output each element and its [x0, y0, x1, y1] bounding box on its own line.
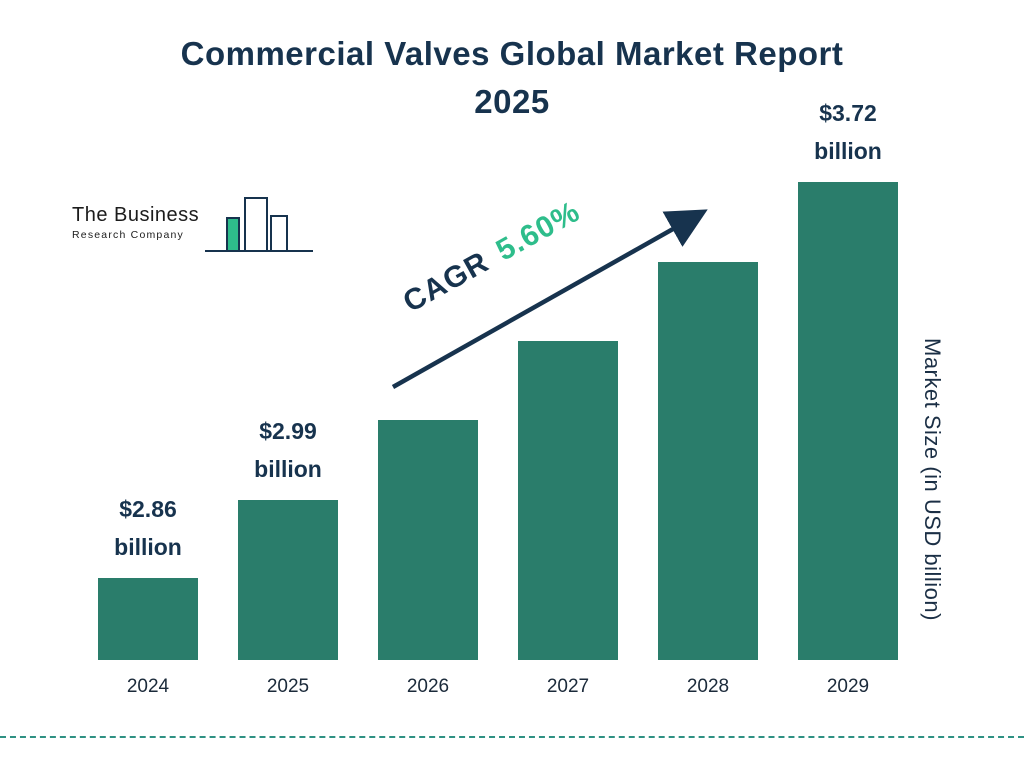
bar-value-label: $2.99 billion	[254, 418, 322, 482]
bar-2025	[238, 500, 338, 660]
logo-bars-icon	[205, 197, 314, 252]
bar-column: $2.86 billion 2024	[98, 490, 198, 698]
bar-2024	[98, 578, 198, 660]
bar-column: 2027	[518, 341, 618, 698]
logo-name: The Business	[72, 204, 200, 226]
bar-2027	[518, 341, 618, 660]
bar-value-label: $2.86 billion	[114, 496, 182, 560]
bar-2026	[378, 420, 478, 660]
y-axis-title: Market Size (in USD billion)	[920, 338, 945, 621]
page-title: Commercial Valves Global Market Report 20…	[0, 30, 1024, 126]
x-axis-label: 2027	[546, 676, 590, 697]
logo: The Business Research Company	[72, 190, 315, 260]
bar-2029	[798, 182, 898, 660]
bar-column: 2028	[658, 262, 758, 698]
bar-2028	[658, 262, 758, 660]
bar-column: $2.99 billion 2025	[238, 412, 338, 698]
page-title-line1: Commercial Valves Global Market Report	[180, 35, 844, 72]
x-axis-label: 2025	[266, 676, 310, 697]
bar-value-label: $3.72 billion	[814, 100, 882, 164]
bar-column: $3.72 billion 2029	[798, 94, 898, 698]
logo-subname: Research Company	[72, 229, 184, 241]
x-axis-label: 2029	[826, 676, 870, 697]
logo-text: The Business Research Company	[72, 204, 199, 241]
bar-column: 2026	[378, 420, 478, 698]
page-title-line2: 2025	[474, 83, 550, 120]
bottom-dashed-line	[0, 736, 1024, 738]
x-axis-label: 2024	[126, 676, 170, 697]
x-axis-label: 2026	[406, 676, 450, 697]
x-axis-label: 2028	[686, 676, 730, 697]
bar-chart: $2.86 billion 2024 $2.99 billion 2025 2026 2027…	[98, 58, 898, 698]
